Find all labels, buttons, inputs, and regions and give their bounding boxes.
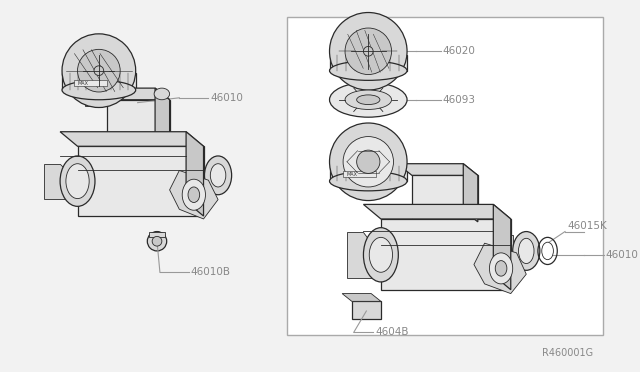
Polygon shape (186, 132, 204, 216)
Polygon shape (381, 219, 511, 290)
Polygon shape (342, 294, 381, 301)
Polygon shape (44, 164, 95, 199)
Ellipse shape (66, 164, 89, 199)
Ellipse shape (330, 123, 407, 201)
Ellipse shape (94, 66, 104, 76)
Polygon shape (364, 205, 511, 219)
Ellipse shape (330, 171, 407, 191)
Ellipse shape (62, 34, 136, 108)
Ellipse shape (356, 150, 380, 173)
Text: 46020: 46020 (443, 46, 476, 56)
Bar (287, 17, 603, 335)
Ellipse shape (364, 228, 398, 282)
Polygon shape (511, 235, 513, 267)
Ellipse shape (495, 261, 507, 276)
Text: MAX: MAX (347, 172, 358, 177)
Polygon shape (149, 231, 164, 237)
Polygon shape (62, 73, 136, 90)
Ellipse shape (147, 231, 166, 251)
Ellipse shape (188, 187, 200, 202)
Polygon shape (355, 181, 382, 195)
Polygon shape (474, 243, 526, 294)
Ellipse shape (62, 80, 136, 100)
Ellipse shape (182, 179, 205, 210)
Ellipse shape (60, 156, 95, 206)
Text: 46093: 46093 (443, 95, 476, 105)
Polygon shape (77, 146, 204, 216)
Polygon shape (60, 132, 204, 146)
Ellipse shape (364, 46, 373, 56)
Text: 46010: 46010 (605, 250, 639, 260)
Ellipse shape (330, 61, 407, 80)
Polygon shape (107, 100, 170, 146)
Polygon shape (352, 301, 381, 319)
Text: 46010: 46010 (211, 93, 243, 103)
Ellipse shape (205, 156, 232, 195)
Ellipse shape (369, 237, 392, 272)
Text: 46010B: 46010B (191, 267, 231, 277)
Ellipse shape (77, 49, 120, 92)
Polygon shape (347, 231, 398, 278)
Polygon shape (85, 90, 113, 106)
Ellipse shape (490, 253, 513, 284)
Ellipse shape (211, 164, 226, 187)
Polygon shape (170, 170, 218, 219)
Polygon shape (204, 161, 205, 190)
Polygon shape (330, 166, 407, 181)
Polygon shape (330, 55, 407, 71)
Polygon shape (74, 80, 107, 86)
Text: 46015K: 46015K (567, 221, 607, 231)
Polygon shape (343, 171, 376, 177)
Text: R460001G: R460001G (542, 348, 593, 358)
Polygon shape (397, 164, 478, 175)
Ellipse shape (330, 82, 407, 117)
Ellipse shape (518, 238, 534, 263)
Ellipse shape (345, 90, 392, 109)
Polygon shape (92, 88, 170, 100)
Polygon shape (155, 88, 170, 146)
Ellipse shape (542, 242, 554, 260)
Text: MAX: MAX (77, 81, 88, 86)
Ellipse shape (356, 95, 380, 105)
Ellipse shape (345, 28, 392, 74)
Polygon shape (463, 164, 478, 222)
Text: 4604B: 4604B (375, 327, 408, 337)
Ellipse shape (513, 231, 540, 270)
Ellipse shape (154, 88, 170, 100)
Ellipse shape (330, 13, 407, 90)
Ellipse shape (152, 236, 162, 246)
Ellipse shape (343, 137, 394, 187)
Polygon shape (412, 175, 478, 222)
Polygon shape (493, 205, 511, 290)
